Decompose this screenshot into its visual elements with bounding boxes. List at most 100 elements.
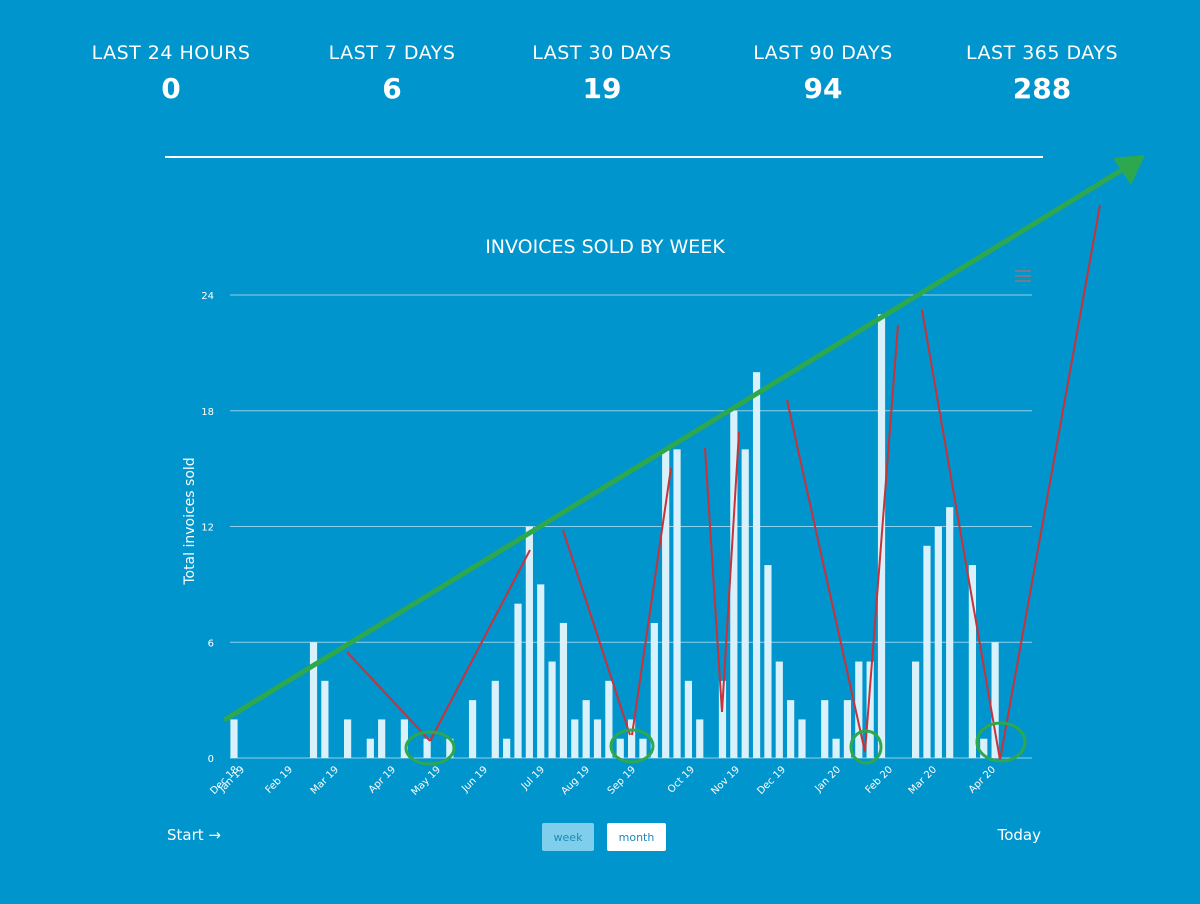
stat-last-7-days: LAST 7 DAYS 6 <box>282 42 502 105</box>
bar <box>764 565 772 758</box>
bar <box>991 642 999 758</box>
bar <box>684 680 692 758</box>
annotation-line <box>921 309 1001 761</box>
start-link[interactable]: Start → <box>167 826 221 844</box>
bar <box>616 738 624 758</box>
stat-label: LAST 365 DAYS <box>965 42 1118 64</box>
divider <box>165 156 1043 158</box>
bar <box>378 719 386 758</box>
stat-label: LAST 24 HOURS <box>91 42 251 64</box>
x-tick-label: Jun 19 <box>459 764 490 795</box>
y-axis-label: Total invoices sold <box>182 457 198 585</box>
bar <box>309 642 318 758</box>
bar <box>787 700 795 758</box>
bar <box>321 680 329 758</box>
x-tick-label: Mar 20 <box>907 764 939 796</box>
stat-label: LAST 7 DAYS <box>328 42 456 64</box>
y-tick-label: 24 <box>201 291 214 302</box>
bar <box>832 738 840 758</box>
annotation-line <box>999 204 1101 761</box>
bar <box>605 680 613 758</box>
highlight-circle <box>975 721 1027 763</box>
bar <box>344 719 352 758</box>
stat-last-24-hours: LAST 24 HOURS 0 <box>61 42 281 105</box>
bar <box>650 622 658 758</box>
week-toggle-button[interactable]: week <box>542 823 594 851</box>
annotation-line <box>721 431 740 713</box>
month-toggle-button[interactable]: month <box>607 823 666 851</box>
annotation-line <box>562 529 631 736</box>
bar <box>946 507 954 758</box>
x-tick-label: Sep 19 <box>606 764 638 796</box>
highlight-circle <box>609 728 655 764</box>
x-tick-label: Oct 19 <box>666 764 697 795</box>
highlight-circle <box>849 729 883 765</box>
bar <box>730 410 738 758</box>
bar-series <box>230 314 999 758</box>
chart-title: INVOICES SOLD BY WEEK <box>485 236 725 258</box>
stat-value: 94 <box>803 72 843 105</box>
y-tick-label: 0 <box>208 754 214 765</box>
bar <box>912 661 920 758</box>
x-tick-label: Feb 20 <box>864 764 896 796</box>
bar <box>741 449 749 758</box>
bar <box>446 738 454 758</box>
annotation-line <box>429 549 531 742</box>
x-tick-label: Mar 19 <box>309 764 341 796</box>
bar <box>230 719 238 758</box>
bar <box>855 661 863 758</box>
bar <box>775 661 783 758</box>
bar <box>366 738 374 758</box>
y-tick-label: 6 <box>208 638 214 649</box>
bar <box>923 545 931 758</box>
chart-menu-icon[interactable] <box>1015 270 1031 282</box>
annotation-line <box>631 467 672 736</box>
bar <box>673 449 681 758</box>
stat-last-30-days: LAST 30 DAYS 19 <box>492 42 712 105</box>
bar <box>866 661 874 758</box>
stat-value: 19 <box>582 72 622 105</box>
stat-label: LAST 90 DAYS <box>753 42 893 64</box>
x-tick-label: Dec 19 <box>755 764 788 797</box>
trend-arrow-head <box>1113 155 1145 185</box>
x-tick-label: Nov 19 <box>709 764 742 797</box>
bar <box>639 738 647 758</box>
annotation-line <box>786 399 866 753</box>
today-link[interactable]: Today <box>997 826 1041 844</box>
stat-value: 288 <box>1012 72 1072 105</box>
bar <box>628 719 636 758</box>
bar <box>503 738 511 758</box>
bar <box>718 680 727 758</box>
stat-value: 0 <box>161 72 181 105</box>
bar <box>662 449 670 758</box>
x-tick-label: Jul 19 <box>519 764 547 792</box>
highlight-circle <box>404 730 456 766</box>
bar <box>571 719 579 758</box>
stat-last-365-days: LAST 365 DAYS 288 <box>932 42 1152 105</box>
bar <box>980 738 988 758</box>
bar <box>514 603 522 758</box>
x-tick-label: Apr 19 <box>367 764 398 795</box>
bar <box>843 700 852 758</box>
bar <box>400 719 408 758</box>
stat-value: 6 <box>382 72 402 105</box>
bar <box>423 738 431 758</box>
y-tick-label: 12 <box>201 523 214 534</box>
bar <box>491 680 499 758</box>
annotation-line <box>704 447 723 713</box>
bar <box>548 661 556 758</box>
x-tick-label: May 19 <box>409 764 443 798</box>
bar <box>752 372 761 758</box>
bar <box>696 719 704 758</box>
bar <box>525 526 533 758</box>
x-tick-label: Jan 20 <box>812 764 843 795</box>
stat-last-90-days: LAST 90 DAYS 94 <box>713 42 933 105</box>
trend-arrow-line <box>223 165 1128 722</box>
bar <box>798 719 806 758</box>
bar <box>537 584 545 758</box>
bar <box>593 719 602 758</box>
annotation-line <box>346 651 431 742</box>
x-tick-label: Feb 19 <box>264 764 296 796</box>
